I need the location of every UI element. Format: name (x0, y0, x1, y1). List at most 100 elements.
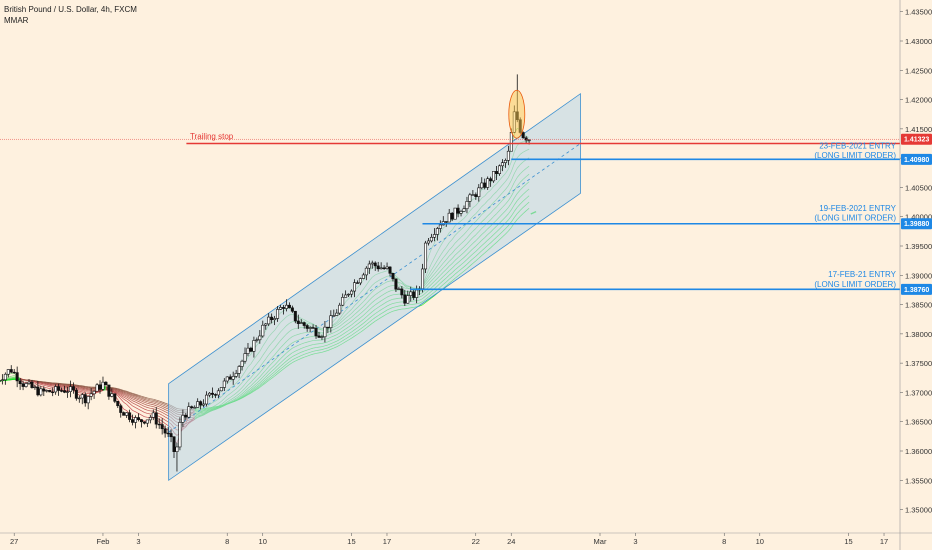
ribbon-line (82, 390, 86, 393)
x-tick-label: Feb (96, 537, 109, 546)
ribbon-line (126, 390, 130, 393)
ribbon-line (117, 390, 121, 393)
ribbon-line (161, 417, 166, 421)
candle-body (400, 288, 404, 296)
ribbon-line (141, 399, 145, 402)
ribbon-line (11, 376, 15, 378)
candle-body (9, 369, 13, 373)
ribbon-line (82, 385, 86, 388)
candle-body (350, 290, 354, 295)
ribbon-line (114, 391, 118, 394)
ribbon-line (132, 405, 136, 408)
candle-body (403, 294, 407, 304)
y-tick-label: 1.37500 (905, 359, 932, 368)
candle-body (80, 394, 84, 399)
ribbon-line (153, 408, 157, 411)
entry-annotation: 17-FEB-21 ENTRY (828, 270, 897, 279)
ribbon-line (126, 404, 130, 408)
candle-body (184, 414, 188, 418)
ribbon-line (138, 396, 142, 399)
ribbon-line (161, 420, 166, 424)
ribbon-line (126, 398, 130, 402)
ribbon-line (164, 407, 169, 410)
price-tag-label: 1.39880 (904, 221, 929, 228)
ribbon-line (162, 402, 166, 405)
ribbon-line (114, 388, 118, 390)
ribbon-line (129, 394, 133, 397)
candle-body (409, 291, 413, 296)
candle-body (252, 340, 256, 352)
x-tick-label: 15 (844, 537, 852, 546)
candle-body (101, 381, 105, 390)
ribbon-line (126, 395, 130, 398)
entry-price-tag (901, 218, 932, 230)
candle-body (219, 387, 223, 392)
ribbon-line (141, 402, 145, 405)
x-tick-label: 22 (472, 537, 480, 546)
ribbon-line (147, 403, 151, 405)
candle-body (459, 211, 463, 214)
candle-body (142, 421, 146, 424)
ribbon-line (144, 406, 148, 408)
candle-body (119, 405, 123, 413)
candle-body (240, 360, 244, 367)
ribbon-line (117, 392, 121, 395)
candle-body (187, 406, 191, 418)
ribbon-line (138, 401, 142, 404)
ribbon-line (153, 399, 157, 402)
ribbon-line (49, 384, 53, 386)
ribbon-line (114, 392, 118, 395)
ribbon-line (159, 413, 163, 416)
entry-annotation: (LONG LIMIT ORDER) (814, 280, 896, 289)
ribbon-line (117, 391, 121, 394)
ribbon-line (76, 385, 80, 387)
candle-body (181, 414, 185, 423)
x-tick-label: 10 (259, 537, 267, 546)
ribbon-line (147, 404, 151, 407)
candle-body (284, 304, 288, 309)
candle-body (136, 417, 140, 420)
ribbon-line (37, 385, 41, 387)
candle-body (208, 392, 212, 396)
candle-body (95, 384, 99, 392)
entry-annotation: (LONG LIMIT ORDER) (814, 213, 896, 222)
candle-body (154, 412, 158, 425)
ribbon-line (144, 399, 148, 401)
ribbon-line (126, 396, 130, 400)
y-tick-label: 1.41500 (905, 125, 932, 134)
ribbon-line (34, 382, 39, 386)
ribbon-line (135, 393, 139, 396)
ribbon-line (132, 400, 136, 403)
candle-body (210, 392, 214, 395)
ribbon-line (123, 401, 127, 405)
y-tick-label: 1.43500 (905, 8, 932, 17)
ribbon-line (61, 386, 65, 388)
candle-body (71, 386, 75, 391)
indicator-label: MMAR (4, 16, 29, 25)
ribbon-line (82, 386, 86, 389)
ribbon-line (138, 413, 142, 416)
ribbon-line (129, 393, 133, 396)
candle-body (450, 212, 454, 220)
ribbon-line (61, 389, 65, 391)
ribbon-line (141, 397, 145, 400)
candle-body (228, 376, 232, 380)
candle-body (172, 436, 176, 452)
ribbon-line (147, 399, 151, 402)
candle-body (438, 224, 442, 229)
ribbon-line (144, 412, 148, 414)
x-tick-label: 24 (507, 537, 515, 546)
ribbon-line (159, 400, 163, 403)
ribbon-line (135, 407, 139, 410)
entry-annotation: 19-FEB-2021 ENTRY (819, 204, 896, 213)
ribbon-line (135, 404, 139, 407)
ribbon-line (126, 393, 130, 396)
ribbon-line (141, 400, 145, 403)
candle-body (107, 384, 111, 397)
candle-body (527, 139, 531, 142)
ribbon-line (135, 401, 139, 404)
ribbon-line (161, 412, 166, 415)
candle-body (134, 417, 138, 423)
